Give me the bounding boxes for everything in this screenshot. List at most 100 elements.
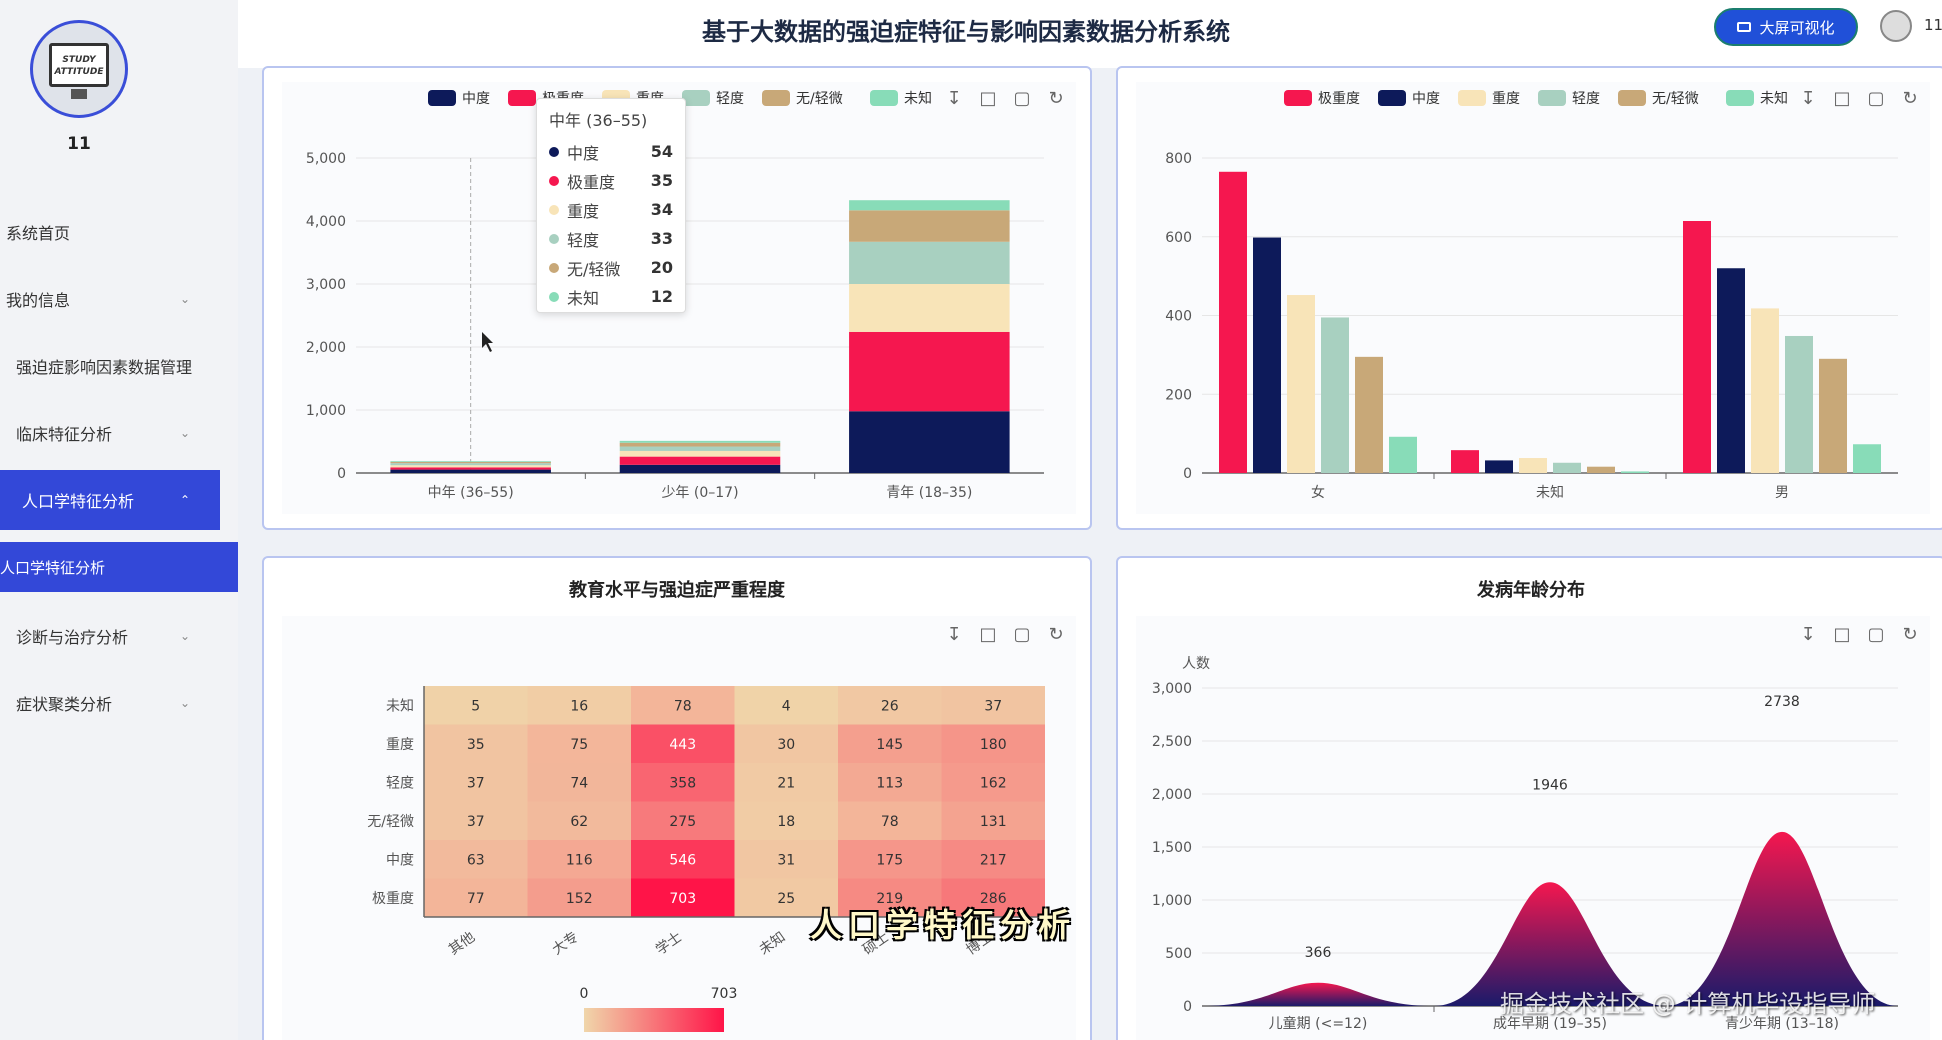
avatar-text: STUDY ATTITUDE	[54, 55, 104, 77]
sidebar-item-label: 症状聚类分析	[16, 695, 113, 714]
refresh-icon[interactable]: ↻	[1902, 88, 1918, 109]
y-tick-label: 500	[1165, 946, 1192, 962]
heatmap-cell-value: 131	[980, 814, 1007, 830]
big-screen-button[interactable]: 大屏可视化	[1714, 8, 1858, 46]
sidebar-item-my-info[interactable]: 我的信息 ⌄	[0, 271, 238, 327]
bar-segment	[390, 469, 551, 473]
chart-toolbox: ↧ □ ▢ ↻	[944, 88, 1066, 109]
bar	[1553, 462, 1581, 473]
heatmap-cell	[941, 840, 1045, 879]
zoom-reset-icon[interactable]: ▢	[1013, 624, 1031, 645]
legend-swatch	[1284, 90, 1312, 106]
heatmap-cell	[424, 801, 528, 840]
heatmap-cell-value: 62	[570, 814, 588, 830]
avatar[interactable]: STUDY ATTITUDE	[30, 20, 128, 118]
heatmap-cell-value: 37	[984, 698, 1002, 714]
bar-segment	[619, 456, 781, 465]
legend-label: 无/轻微	[796, 91, 843, 107]
header-username[interactable]: 11	[1924, 16, 1942, 34]
avatar-screen-icon: STUDY ATTITUDE	[49, 43, 109, 87]
y-tick-label: 0	[1183, 466, 1192, 482]
tooltip-row: 无/轻微 20	[549, 253, 673, 282]
refresh-icon[interactable]: ↻	[1048, 624, 1064, 645]
y-tick-label: 轻度	[386, 775, 414, 791]
bar	[1785, 335, 1813, 473]
zoom-reset-icon[interactable]: ▢	[1867, 88, 1885, 109]
bar	[1621, 471, 1649, 473]
refresh-icon[interactable]: ↻	[1902, 624, 1918, 645]
bar-segment	[619, 446, 781, 451]
chevron-up-icon: ⌃	[180, 493, 191, 507]
header: 基于大数据的强迫症特征与影响因素数据分析系统	[238, 0, 1942, 68]
heatmap-cell	[631, 801, 735, 840]
legend-swatch	[1538, 90, 1566, 106]
peak-shape	[1666, 831, 1898, 1006]
chevron-down-icon: ⌄	[180, 426, 191, 440]
heatmap-cell	[734, 801, 838, 840]
sidebar-item-factor-data[interactable]: 强迫症影响因素数据管理	[0, 338, 238, 394]
zoom-icon[interactable]: □	[979, 88, 997, 109]
header-avatar[interactable]	[1880, 10, 1912, 42]
zoom-icon[interactable]: □	[979, 624, 997, 645]
legend-label: 极重度	[1318, 91, 1360, 107]
watermark: 掘金技术社区 @ 计算机毕设指导师	[1500, 990, 1876, 1018]
sidebar-item-home[interactable]: 系统首页	[0, 204, 238, 260]
onset-age-panel: 发病年龄分布 ↧ □ ▢ ↻ 0 500 1,000 1,500 2,000 2,500 3…	[1116, 556, 1942, 1040]
sidebar-item-clinical[interactable]: 临床特征分析 ⌄	[0, 405, 238, 461]
y-tick-label: 重度	[386, 737, 414, 753]
refresh-icon[interactable]: ↻	[1048, 88, 1064, 109]
download-icon[interactable]: ↧	[1800, 88, 1816, 109]
sidebar-item-clustering[interactable]: 症状聚类分析 ⌄	[0, 675, 238, 731]
heatmap-cell-value: 152	[566, 891, 593, 907]
chart-tooltip: 中年 (36–55) 中度 54 极重度 35 重度 34 轻度 33 无/轻微 20 未知 12	[536, 98, 686, 313]
bar-segment	[619, 450, 781, 457]
y-tick-label: 600	[1165, 230, 1192, 246]
bar	[1485, 460, 1513, 473]
y-tick-label: 0	[1183, 999, 1192, 1015]
download-icon[interactable]: ↧	[1800, 624, 1816, 645]
x-tick-label: 大专	[549, 929, 581, 958]
download-icon[interactable]: ↧	[946, 88, 962, 109]
heatmap-cell-value: 443	[669, 737, 696, 753]
sidebar-item-diagnosis[interactable]: 诊断与治疗分析 ⌄	[0, 608, 238, 664]
gender-grouped-bar-chart: 极重度 中度 重度 轻度 无/轻微 未知0200400600800女 未知男	[1165, 90, 1898, 501]
heatmap-cell-value: 546	[669, 852, 696, 868]
legend-label: 轻度	[716, 91, 744, 107]
legend-swatch	[682, 90, 710, 106]
legend-swatch	[1458, 90, 1486, 106]
heatmap-cell	[734, 878, 838, 917]
tooltip-dot	[549, 262, 559, 273]
download-icon[interactable]: ↧	[946, 624, 962, 645]
heatmap-cell	[838, 801, 942, 840]
legend-label: 轻度	[1572, 91, 1600, 107]
heatmap-cell-value: 21	[777, 775, 795, 791]
heatmap-cell	[527, 840, 631, 879]
zoom-icon[interactable]: □	[1833, 624, 1851, 645]
y-tick-label: 2,000	[306, 340, 346, 356]
bar	[1853, 444, 1881, 473]
heatmap-cell	[527, 686, 631, 725]
zoom-reset-icon[interactable]: ▢	[1013, 88, 1031, 109]
heatmap-cell	[838, 878, 942, 917]
bar-segment	[619, 440, 781, 443]
sidebar-item-demographics[interactable]: 人口学特征分析 ⌃	[0, 470, 220, 530]
legend-swatch	[428, 90, 456, 106]
heatmap-cell	[527, 763, 631, 802]
heatmap-cell	[424, 878, 528, 917]
tooltip-dot	[549, 146, 559, 157]
zoom-reset-icon[interactable]: ▢	[1867, 624, 1885, 645]
y-tick-label: 1,500	[1152, 840, 1192, 856]
sidebar-subitem-demographics[interactable]: 人口学特征分析	[0, 542, 238, 592]
heatmap-cell-value: 75	[570, 737, 588, 753]
heatmap-cell-value: 286	[980, 891, 1007, 907]
tooltip-series-name: 中度	[567, 143, 600, 163]
heatmap-cell	[941, 878, 1045, 917]
heatmap-cell	[734, 686, 838, 725]
y-tick-label: 3,000	[1152, 681, 1192, 697]
bar	[1751, 308, 1779, 473]
tooltip-series-name: 轻度	[567, 230, 600, 250]
heatmap-cell	[631, 686, 735, 725]
y-tick-label: 3,000	[306, 277, 346, 293]
zoom-icon[interactable]: □	[1833, 88, 1851, 109]
